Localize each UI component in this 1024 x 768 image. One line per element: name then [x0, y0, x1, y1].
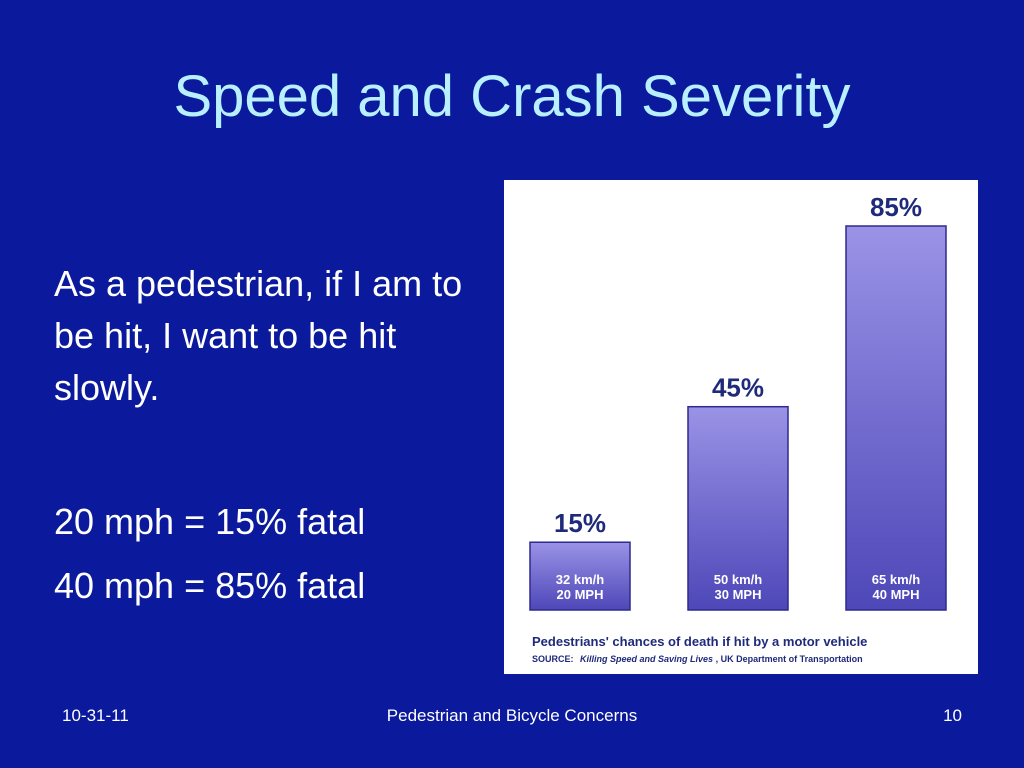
source-label: SOURCE:	[532, 654, 574, 664]
bar-0	[529, 541, 631, 611]
bar-value-label-0: 15%	[554, 508, 606, 538]
slide-title: Speed and Crash Severity	[173, 64, 851, 129]
slide-paragraph: As a pedestrian, if I am to be hit, I wa…	[54, 263, 463, 408]
bar-value-label-2: 85%	[870, 192, 922, 222]
bar-category-label-0-0: 32 km/h	[556, 572, 604, 587]
bar-category-label-1-1: 30 MPH	[715, 587, 762, 602]
chart-caption: Pedestrians' chances of death if hit by …	[532, 634, 867, 649]
footer-title: Pedestrian and Bicycle Concerns	[386, 706, 638, 725]
bar-value-label-1: 45%	[712, 373, 764, 403]
slide-number: 10	[943, 706, 962, 725]
bar-1	[687, 405, 789, 611]
bar-category-label-2-0: 65 km/h	[872, 572, 920, 587]
fatality-bar-chart: 15% 32 km/h20 MPH 45% 50 km/h30 MPH 85% 65 km…	[529, 192, 947, 664]
source-title: Killing Speed and Saving Lives	[580, 654, 713, 664]
bar-category-label-1-0: 50 km/h	[714, 572, 762, 587]
bar-category-label-2-1: 40 MPH	[873, 587, 920, 602]
footer-date: 10-31-11	[62, 706, 129, 725]
stat-line-40mph: 40 mph = 85% fatal	[54, 565, 366, 606]
stat-line-20mph: 20 mph = 15% fatal	[54, 501, 366, 542]
chart-panel: 15% 32 km/h 20 MPH 45% 50 km/h 30 MPH 85% 65 km…	[504, 180, 978, 674]
bar-2	[845, 225, 947, 611]
source-rest: , UK Department of Transportation	[716, 654, 863, 664]
bar-category-label-0-1: 20 MPH	[557, 587, 604, 602]
chart-source: SOURCE: Killing Speed and Saving Lives ,…	[532, 654, 863, 664]
